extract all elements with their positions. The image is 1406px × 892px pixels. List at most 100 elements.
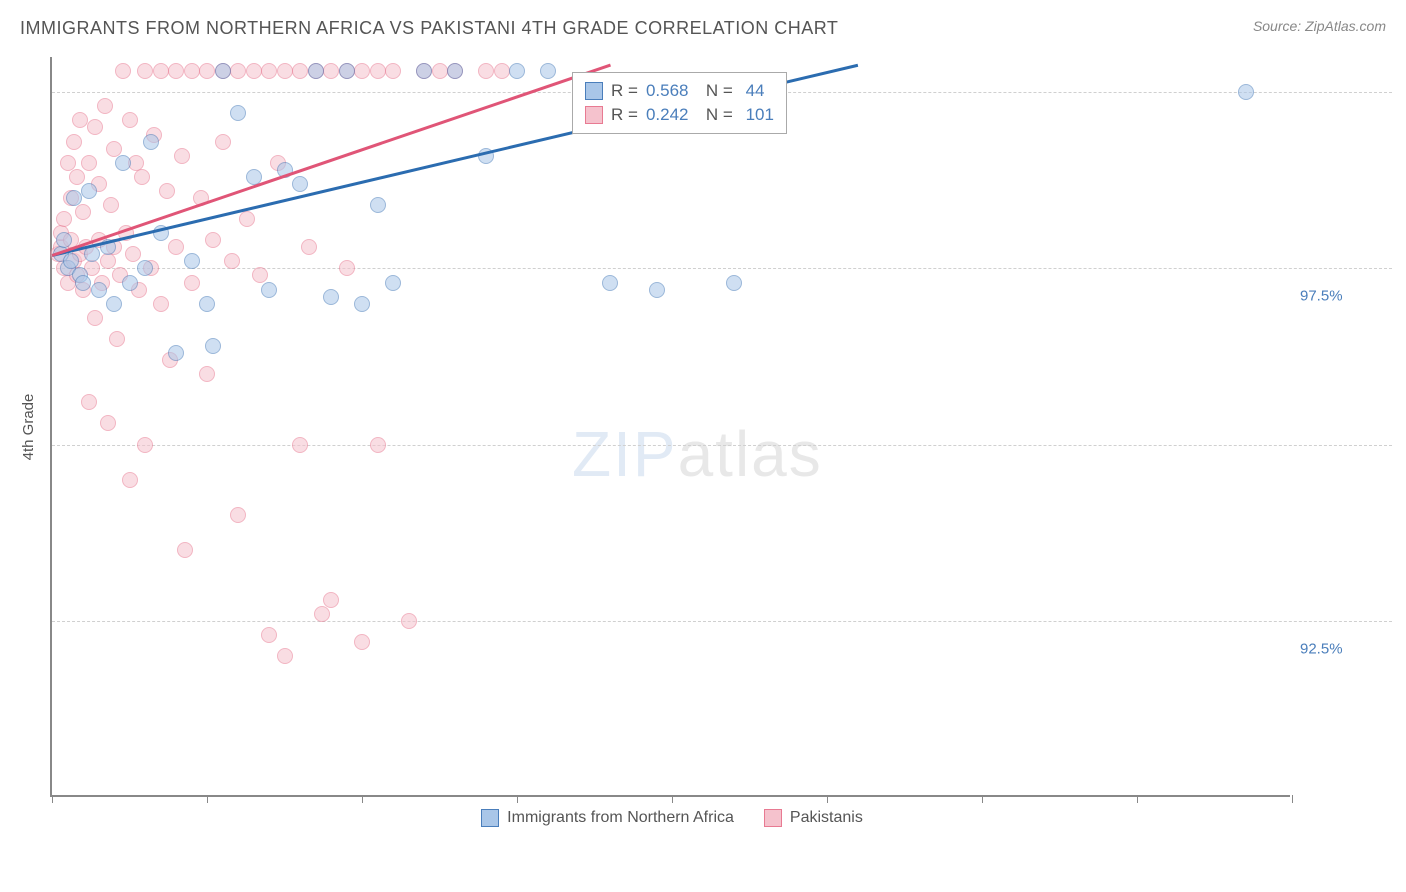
scatter-point xyxy=(66,134,82,150)
legend-r-value: 0.242 xyxy=(646,103,689,127)
scatter-point xyxy=(69,169,85,185)
scatter-point xyxy=(215,134,231,150)
scatter-point xyxy=(66,190,82,206)
scatter-point xyxy=(314,606,330,622)
scatter-point xyxy=(97,98,113,114)
bottom-legend-item: Immigrants from Northern Africa xyxy=(481,809,734,827)
scatter-point xyxy=(277,648,293,664)
scatter-point xyxy=(137,63,153,79)
scatter-point xyxy=(370,437,386,453)
scatter-point xyxy=(301,239,317,255)
scatter-point xyxy=(109,331,125,347)
legend-row: R = 0.568 N = 44 xyxy=(585,79,774,103)
scatter-point xyxy=(159,183,175,199)
legend-r-label: R = xyxy=(611,103,638,127)
scatter-point xyxy=(199,366,215,382)
scatter-point xyxy=(174,148,190,164)
scatter-point xyxy=(416,63,432,79)
scatter-point xyxy=(602,275,618,291)
scatter-point xyxy=(230,105,246,121)
x-tick xyxy=(1292,795,1293,803)
x-tick xyxy=(827,795,828,803)
x-tick xyxy=(362,795,363,803)
chart-header: IMMIGRANTS FROM NORTHERN AFRICA VS PAKIS… xyxy=(0,0,1406,47)
scatter-point xyxy=(292,437,308,453)
legend-label: Pakistanis xyxy=(790,809,863,827)
scatter-point xyxy=(184,275,200,291)
scatter-point xyxy=(308,63,324,79)
y-tick-label: 97.5% xyxy=(1300,288,1343,305)
scatter-point xyxy=(137,260,153,276)
scatter-point xyxy=(91,282,107,298)
legend-n-value: 101 xyxy=(741,103,774,127)
legend-n-label: N = xyxy=(696,79,732,103)
scatter-point xyxy=(75,204,91,220)
scatter-point xyxy=(354,296,370,312)
scatter-point xyxy=(87,310,103,326)
scatter-point xyxy=(199,63,215,79)
scatter-point xyxy=(494,63,510,79)
scatter-point xyxy=(224,253,240,269)
scatter-point xyxy=(87,119,103,135)
scatter-point xyxy=(354,63,370,79)
scatter-point xyxy=(103,197,119,213)
scatter-point xyxy=(184,63,200,79)
scatter-point xyxy=(115,63,131,79)
scatter-point xyxy=(81,155,97,171)
legend-n-value: 44 xyxy=(741,79,765,103)
scatter-point xyxy=(261,63,277,79)
scatter-point xyxy=(323,289,339,305)
x-tick xyxy=(207,795,208,803)
scatter-point xyxy=(1238,84,1254,100)
scatter-point xyxy=(540,63,556,79)
scatter-point xyxy=(106,296,122,312)
scatter-point xyxy=(56,211,72,227)
scatter-point xyxy=(370,197,386,213)
gridline xyxy=(52,621,1392,622)
y-axis-label: 4th Grade xyxy=(20,394,37,461)
legend-swatch xyxy=(585,82,603,100)
scatter-point xyxy=(726,275,742,291)
scatter-point xyxy=(168,345,184,361)
scatter-point xyxy=(370,63,386,79)
scatter-point xyxy=(239,211,255,227)
scatter-point xyxy=(230,507,246,523)
watermark: ZIPatlas xyxy=(572,417,823,491)
gridline xyxy=(52,445,1392,446)
scatter-point xyxy=(100,253,116,269)
scatter-point xyxy=(125,246,141,262)
scatter-point xyxy=(447,63,463,79)
scatter-point xyxy=(478,63,494,79)
scatter-point xyxy=(122,112,138,128)
scatter-point xyxy=(56,232,72,248)
x-tick xyxy=(517,795,518,803)
scatter-point xyxy=(75,275,91,291)
scatter-point xyxy=(122,275,138,291)
scatter-point xyxy=(323,592,339,608)
scatter-point xyxy=(246,63,262,79)
scatter-point xyxy=(339,63,355,79)
scatter-point xyxy=(385,63,401,79)
scatter-point xyxy=(215,63,231,79)
source-attribution: Source: ZipAtlas.com xyxy=(1253,18,1386,34)
watermark-bold: ZIP xyxy=(572,418,678,490)
scatter-point xyxy=(385,275,401,291)
scatter-point xyxy=(137,437,153,453)
scatter-point xyxy=(277,63,293,79)
scatter-point xyxy=(184,253,200,269)
scatter-point xyxy=(168,239,184,255)
legend-n-label: N = xyxy=(696,103,732,127)
scatter-point xyxy=(168,63,184,79)
legend-r-value: 0.568 xyxy=(646,79,689,103)
scatter-point xyxy=(292,176,308,192)
scatter-point xyxy=(153,296,169,312)
legend-row: R = 0.242 N = 101 xyxy=(585,103,774,127)
legend-swatch xyxy=(585,106,603,124)
x-tick xyxy=(672,795,673,803)
scatter-point xyxy=(84,246,100,262)
chart-title: IMMIGRANTS FROM NORTHERN AFRICA VS PAKIS… xyxy=(20,18,838,39)
scatter-point xyxy=(432,63,448,79)
scatter-point xyxy=(323,63,339,79)
legend-label: Immigrants from Northern Africa xyxy=(507,809,734,827)
legend-swatch xyxy=(764,809,782,827)
